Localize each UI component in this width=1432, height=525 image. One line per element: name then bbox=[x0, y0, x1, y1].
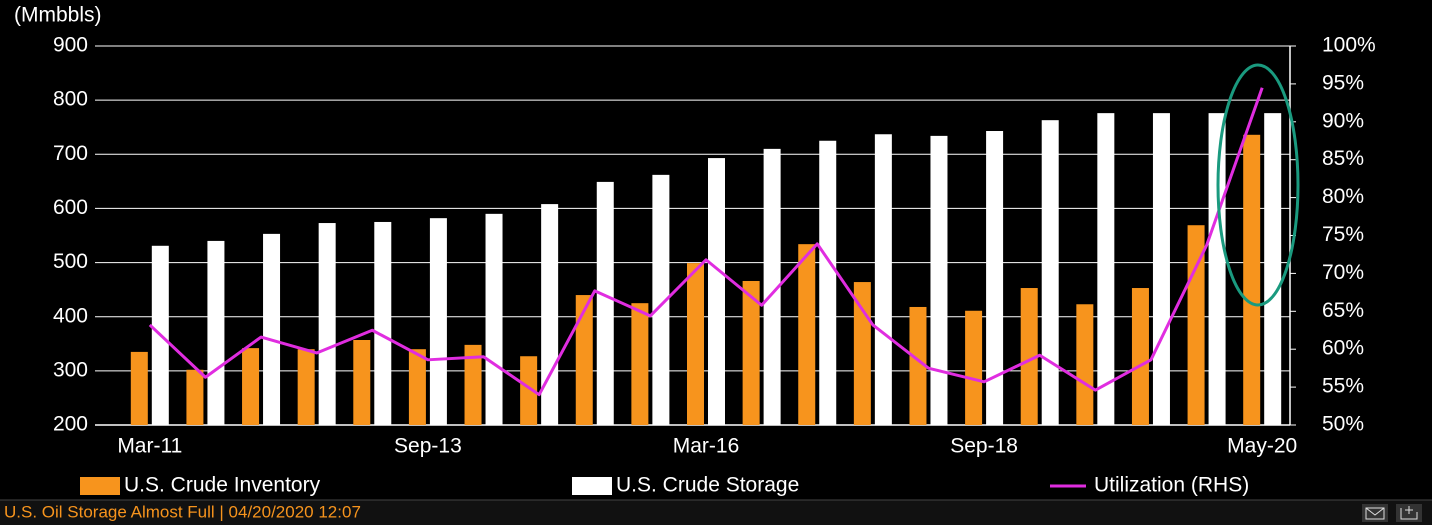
bar bbox=[965, 310, 983, 425]
bar bbox=[652, 174, 670, 425]
y-tick-label: 900 bbox=[53, 34, 88, 57]
bar bbox=[485, 213, 503, 425]
y-tick-label: 600 bbox=[53, 196, 88, 219]
highlight-ellipse bbox=[1216, 63, 1300, 307]
x-tick-label: Sep-18 bbox=[950, 435, 1018, 458]
y-axis-label: (Mmbbls) bbox=[14, 4, 102, 27]
bar bbox=[596, 181, 614, 425]
y2-tick-label: 95% bbox=[1322, 71, 1364, 94]
y-tick-label: 700 bbox=[53, 142, 88, 165]
y2-tick-label: 50% bbox=[1322, 413, 1364, 436]
bar bbox=[353, 339, 371, 425]
bar bbox=[909, 306, 927, 425]
bar bbox=[819, 140, 837, 425]
bar bbox=[464, 344, 482, 425]
bar bbox=[874, 134, 892, 425]
y-tick-label: 400 bbox=[53, 304, 88, 327]
bar bbox=[1097, 113, 1115, 425]
bar bbox=[520, 356, 538, 425]
plot-area: 200 300 400 500 600 700 800 900 50% 55% 60% 65% 70% 7… bbox=[53, 34, 1376, 458]
bar bbox=[763, 148, 781, 425]
bar bbox=[374, 221, 392, 425]
y2-tick-label: 100% bbox=[1322, 34, 1376, 57]
legend-label: U.S. Crude Storage bbox=[616, 474, 799, 497]
y2-tick-label: 75% bbox=[1322, 223, 1364, 246]
y2-tick-label: 70% bbox=[1322, 261, 1364, 284]
footer-bar bbox=[0, 500, 1432, 525]
bar bbox=[986, 131, 1004, 426]
y2-tick-label: 55% bbox=[1322, 375, 1364, 398]
legend-label: Utilization (RHS) bbox=[1094, 474, 1249, 497]
y2-tick-label: 60% bbox=[1322, 337, 1364, 360]
bar bbox=[207, 240, 225, 425]
legend-swatch bbox=[80, 477, 120, 495]
y-tick-label: 200 bbox=[53, 413, 88, 436]
y2-tick-label: 85% bbox=[1322, 147, 1364, 170]
bar bbox=[631, 303, 649, 425]
bar bbox=[263, 233, 281, 425]
bar bbox=[687, 263, 704, 425]
bar bbox=[708, 158, 725, 425]
legend-swatch bbox=[572, 477, 612, 495]
mail-icon bbox=[1365, 507, 1385, 520]
line bbox=[148, 87, 1264, 397]
bar bbox=[1020, 288, 1038, 425]
bar bbox=[429, 218, 447, 425]
expand-icon bbox=[1400, 506, 1418, 520]
bar bbox=[1208, 113, 1226, 425]
bar bbox=[798, 244, 816, 425]
y-tick-label: 800 bbox=[53, 88, 88, 111]
bar bbox=[297, 349, 315, 425]
bar bbox=[930, 135, 948, 425]
bar bbox=[1264, 113, 1282, 425]
bar bbox=[408, 349, 426, 425]
bar bbox=[130, 351, 148, 425]
bar bbox=[242, 348, 260, 425]
bar bbox=[541, 204, 559, 425]
legend-label: U.S. Crude Inventory bbox=[124, 474, 321, 497]
bar bbox=[1131, 288, 1149, 425]
footer-title: U.S. Oil Storage Almost Full | 04/20/202… bbox=[4, 502, 361, 521]
x-tick-label: Mar-16 bbox=[673, 435, 740, 458]
x-tick-label: May-20 bbox=[1227, 435, 1297, 458]
x-tick-label: Mar-11 bbox=[117, 435, 182, 458]
bar bbox=[1041, 120, 1059, 425]
y2-tick-label: 65% bbox=[1322, 299, 1364, 322]
y-tick-label: 500 bbox=[53, 250, 88, 273]
bar bbox=[1152, 113, 1170, 425]
bar bbox=[575, 295, 593, 425]
bar bbox=[742, 280, 760, 425]
bar bbox=[318, 223, 336, 425]
bar bbox=[1243, 134, 1261, 425]
x-tick-label: Sep-13 bbox=[394, 435, 462, 458]
bar bbox=[1076, 304, 1094, 425]
bar bbox=[186, 369, 204, 425]
y2-tick-label: 90% bbox=[1322, 109, 1364, 132]
y2-tick-label: 80% bbox=[1322, 185, 1364, 208]
y-tick-label: 300 bbox=[53, 358, 88, 381]
